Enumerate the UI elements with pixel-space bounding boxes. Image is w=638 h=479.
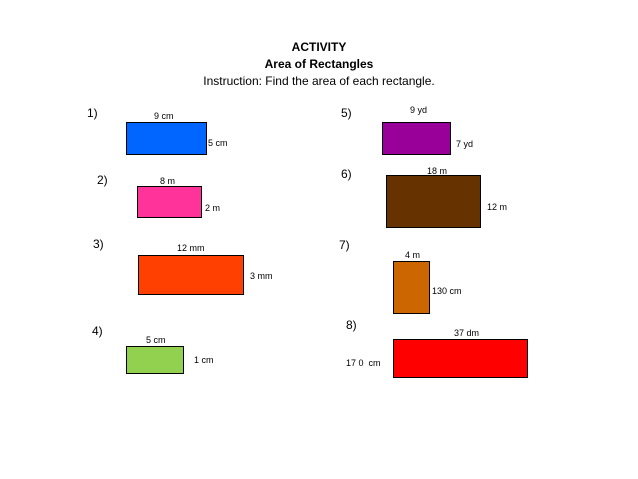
problem-3-number: 3) bbox=[93, 237, 104, 251]
problem-2-width-label: 8 m bbox=[160, 176, 176, 186]
problem-6-rectangle bbox=[386, 175, 481, 228]
problem-7-width-label: 4 m bbox=[405, 250, 421, 260]
problem-1-width-label: 9 cm bbox=[154, 111, 174, 121]
problem-2-number: 2) bbox=[97, 173, 108, 187]
problem-7-rectangle bbox=[393, 261, 430, 314]
activity-title: ACTIVITY bbox=[291, 40, 347, 54]
problem-1-height-label: 5 cm bbox=[208, 138, 228, 148]
problem-7-number: 7) bbox=[339, 238, 350, 252]
problem-3-width-label: 12 mm bbox=[177, 243, 205, 253]
problem-5-number: 5) bbox=[341, 106, 352, 120]
problem-8-number: 8) bbox=[346, 318, 357, 332]
problem-4-height-label: 1 cm bbox=[194, 355, 214, 365]
problem-5-width-label: 9 yd bbox=[410, 105, 428, 115]
problem-5-height-label: 7 yd bbox=[456, 139, 474, 149]
problem-8-width-label: 37 dm bbox=[454, 328, 480, 338]
problem-6-number: 6) bbox=[341, 167, 352, 181]
instruction-text: Instruction: Find the area of each recta… bbox=[203, 74, 435, 88]
problem-1-rectangle bbox=[126, 122, 207, 155]
problem-6-width-label: 18 m bbox=[427, 166, 448, 176]
problem-3-rectangle bbox=[138, 255, 244, 295]
problem-4-number: 4) bbox=[92, 324, 103, 338]
problem-1-number: 1) bbox=[87, 106, 98, 120]
problem-3-height-label: 3 mm bbox=[250, 271, 273, 281]
page-subtitle: Area of Rectangles bbox=[264, 57, 374, 71]
problem-6-height-label: 12 m bbox=[487, 202, 508, 212]
problem-4-width-label: 5 cm bbox=[146, 335, 166, 345]
problem-8-rectangle bbox=[393, 339, 528, 378]
problem-7-height-label: 130 cm bbox=[432, 286, 462, 296]
problem-8-height-label: 17 0 cm bbox=[346, 358, 381, 368]
problem-2-height-label: 2 m bbox=[205, 203, 221, 213]
problem-5-rectangle bbox=[382, 122, 451, 155]
problem-2-rectangle bbox=[137, 186, 202, 218]
problem-4-rectangle bbox=[126, 346, 184, 374]
